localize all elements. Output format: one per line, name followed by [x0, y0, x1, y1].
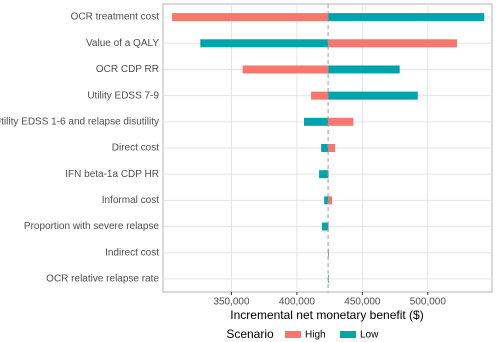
bar — [328, 91, 418, 100]
legend-label: Low — [360, 330, 379, 341]
bar — [242, 65, 329, 74]
legend-swatch — [340, 331, 356, 338]
y-tick-label: Utility EDSS 7-9 — [87, 90, 159, 101]
y-tick-label: Value of a QALY — [86, 38, 159, 49]
bar — [311, 91, 329, 100]
y-tick-label: Utility EDSS 1-6 and relapse disutility — [0, 116, 159, 127]
x-axis-title: Incremental net monetary benefit ($) — [230, 308, 423, 322]
legend-swatch — [285, 331, 301, 338]
x-tick-label: 500,000 — [410, 297, 447, 308]
bar — [328, 196, 333, 205]
legend-title: Scenario — [226, 327, 274, 341]
x-tick-label: 350,000 — [213, 297, 250, 308]
bar — [321, 144, 329, 152]
y-tick-label: OCR relative relapse rate — [46, 274, 159, 285]
x-tick-label: 400,000 — [279, 297, 316, 308]
y-tick-label: Direct cost — [112, 143, 159, 154]
bar — [322, 222, 329, 231]
bar — [328, 222, 329, 231]
bar — [304, 117, 329, 126]
x-tick-label: 450,000 — [344, 297, 381, 308]
legend-label: High — [305, 330, 326, 341]
bar — [328, 117, 354, 126]
y-tick-label: Proportion with severe relapse — [24, 221, 160, 232]
bar — [324, 196, 329, 205]
bar — [172, 13, 329, 22]
bar — [328, 65, 400, 74]
y-tick-label: Indirect cost — [105, 247, 159, 258]
y-tick-label: Informal cost — [102, 195, 159, 206]
bar — [328, 144, 336, 152]
y-tick-label: OCR CDP RR — [96, 64, 159, 75]
bar — [328, 39, 458, 48]
bar — [200, 39, 329, 48]
bar — [328, 13, 485, 22]
y-tick-label: OCR treatment cost — [71, 12, 160, 23]
y-tick-label: IFN beta-1a CDP HR — [65, 169, 159, 180]
bar — [319, 170, 329, 179]
